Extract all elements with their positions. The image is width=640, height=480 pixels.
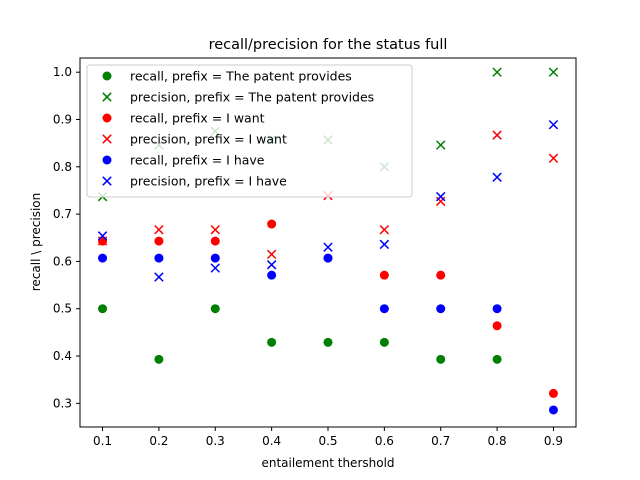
data-point-x xyxy=(548,153,559,164)
series-4 xyxy=(98,253,558,415)
x-tick-label: 0.7 xyxy=(431,434,450,448)
data-point-circle xyxy=(323,337,333,347)
data-point-x xyxy=(492,67,502,77)
y-axis-ticks: 0.3 0.4 0.5 0.6 0.7 0.8 0.9 1.0 xyxy=(53,65,80,410)
series-0 xyxy=(98,304,502,364)
y-tick-label: 1.0 xyxy=(53,65,72,79)
data-point-circle xyxy=(267,337,277,347)
data-point-x xyxy=(379,224,390,235)
chart-title: recall/precision for the status full xyxy=(209,37,448,53)
data-point-x xyxy=(492,130,502,140)
data-point-x xyxy=(154,272,164,282)
data-point-circle xyxy=(267,219,277,229)
data-point-circle xyxy=(98,304,108,314)
legend-label: recall, prefix = I want xyxy=(130,111,265,126)
y-tick-label: 0.3 xyxy=(53,396,72,410)
data-point-circle xyxy=(436,270,446,280)
data-point-x xyxy=(492,172,502,182)
y-tick-label: 0.4 xyxy=(53,349,72,363)
data-point-x xyxy=(97,231,108,241)
x-axis-ticks: 0.1 0.2 0.3 0.4 0.5 0.6 0.7 0.8 0.9 xyxy=(93,427,563,448)
legend-marker xyxy=(102,176,112,186)
x-tick-label: 0.3 xyxy=(206,434,225,448)
legend-label: recall, prefix = The patent provides xyxy=(130,69,352,84)
y-tick-label: 0.7 xyxy=(53,207,72,221)
data-point-circle xyxy=(492,321,502,331)
data-point-circle xyxy=(436,304,446,314)
data-point-x xyxy=(435,140,446,150)
legend-label: precision, prefix = I want xyxy=(130,132,287,147)
x-tick-label: 0.1 xyxy=(93,434,112,448)
data-point-circle xyxy=(210,304,220,314)
legend-label: recall, prefix = I have xyxy=(130,153,265,168)
data-point-circle xyxy=(267,270,277,280)
legend-label: precision, prefix = The patent provides xyxy=(130,90,374,105)
data-point-circle xyxy=(210,253,220,263)
x-tick-label: 0.9 xyxy=(544,434,563,448)
x-tick-label: 0.2 xyxy=(149,434,168,448)
data-point-circle xyxy=(154,253,164,263)
data-point-circle xyxy=(154,354,164,364)
data-point-x xyxy=(435,196,446,207)
legend: recall, prefix = The patent provides prec… xyxy=(86,64,413,198)
legend-marker xyxy=(102,71,112,81)
data-point-circle xyxy=(548,388,558,398)
y-axis-label: recall \ precision xyxy=(29,193,43,291)
data-point-circle xyxy=(98,253,108,263)
data-point-x xyxy=(435,191,446,202)
data-point-x xyxy=(210,263,221,273)
data-point-circle xyxy=(379,270,389,280)
data-point-circle xyxy=(548,405,558,415)
data-point-circle xyxy=(210,236,220,246)
legend-marker xyxy=(102,155,112,165)
data-point-circle xyxy=(379,337,389,347)
data-point-circle xyxy=(436,354,446,364)
legend-marker xyxy=(102,113,112,123)
data-point-x xyxy=(379,239,390,250)
x-tick-label: 0.8 xyxy=(488,434,507,448)
legend-marker xyxy=(102,92,112,102)
x-tick-label: 0.5 xyxy=(318,434,337,448)
data-point-x xyxy=(210,224,221,235)
data-point-x xyxy=(323,242,333,252)
data-point-circle xyxy=(492,354,502,364)
x-tick-label: 0.4 xyxy=(262,434,281,448)
data-point-circle xyxy=(379,304,389,314)
series-5 xyxy=(97,119,559,282)
y-tick-label: 0.9 xyxy=(53,113,72,127)
data-point-x xyxy=(154,224,164,235)
data-point-x xyxy=(548,67,559,77)
y-tick-label: 0.6 xyxy=(53,254,72,268)
y-tick-label: 0.5 xyxy=(53,302,72,316)
data-point-circle xyxy=(492,304,502,314)
legend-marker xyxy=(102,134,112,144)
data-point-circle xyxy=(323,253,333,263)
data-point-circle xyxy=(154,236,164,246)
data-point-x xyxy=(548,119,559,130)
data-point-x xyxy=(266,249,277,260)
x-tick-label: 0.6 xyxy=(375,434,394,448)
data-point-x xyxy=(266,260,277,270)
y-tick-label: 0.8 xyxy=(53,160,72,174)
x-axis-label: entailement thershold xyxy=(261,456,394,470)
legend-box xyxy=(86,64,413,198)
legend-label: precision, prefix = I have xyxy=(130,174,287,189)
